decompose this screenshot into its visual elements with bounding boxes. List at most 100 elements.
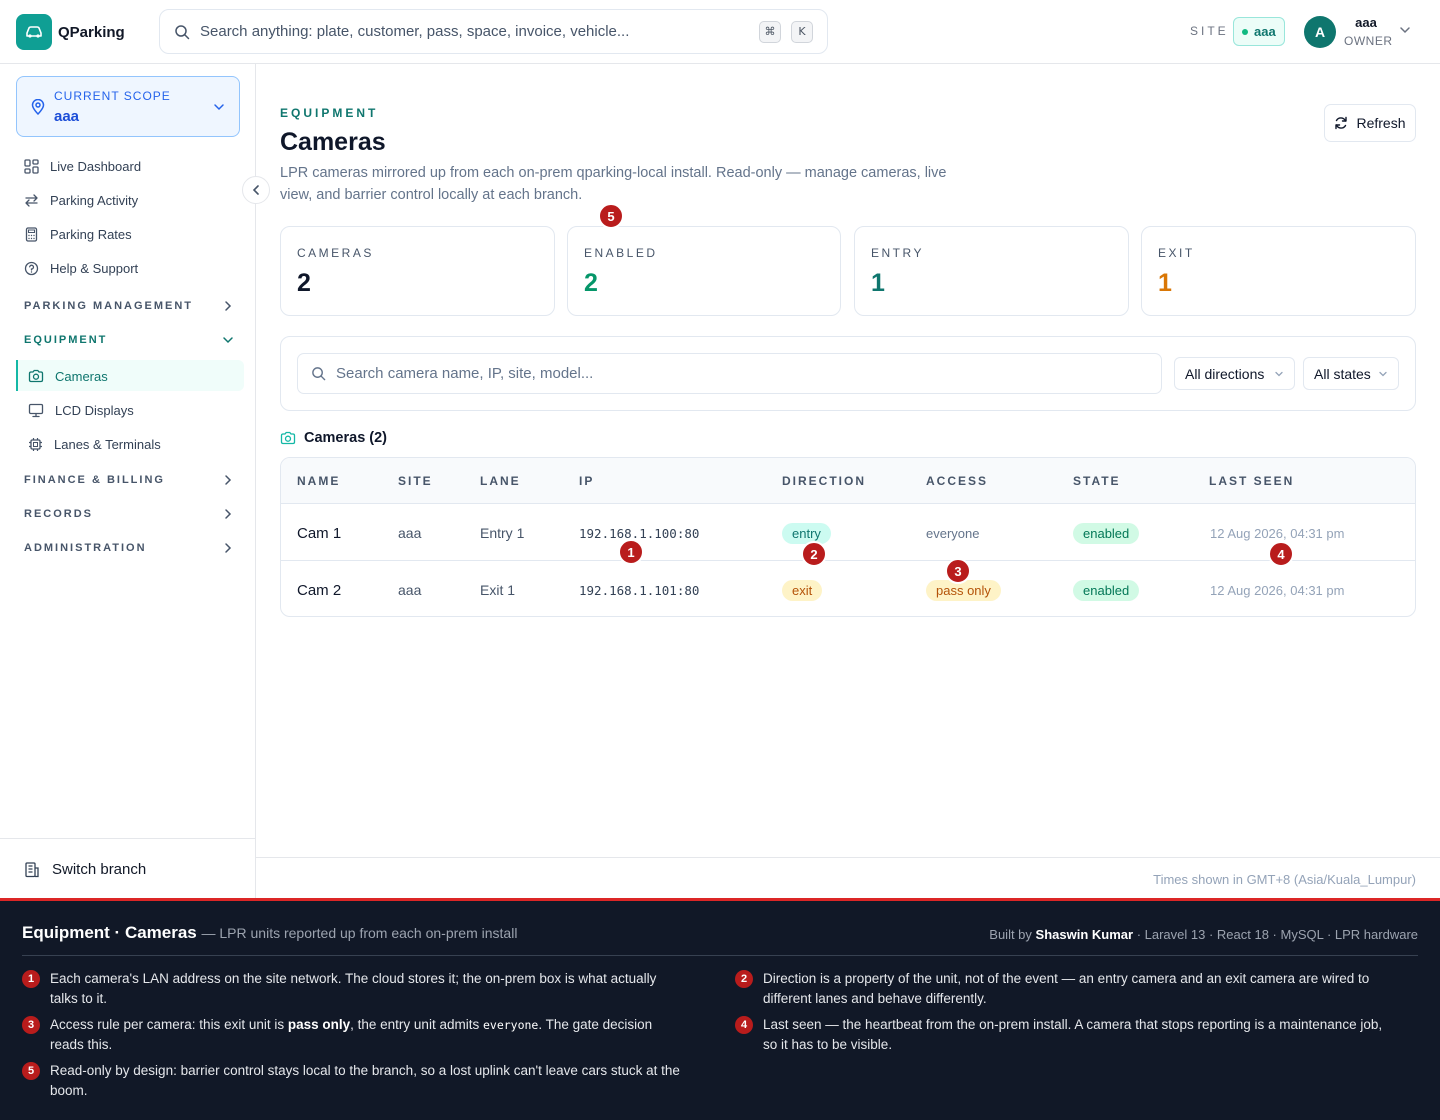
direction-badge: exit [782, 579, 823, 601]
stat-label: CAMERAS [297, 246, 374, 260]
user-avatar[interactable]: A [1304, 16, 1336, 48]
camera-site: aaa [398, 582, 422, 598]
select-value: All states [1314, 365, 1371, 382]
search-icon [175, 24, 190, 39]
note-number: 1 [22, 970, 40, 988]
sidebar-item-label: Cameras [55, 368, 108, 384]
note-text: Last seen — the heartbeat from the on-pr… [763, 1017, 1383, 1052]
stat-label: ENTRY [871, 246, 924, 260]
section-label: FINANCE & BILLING [24, 474, 165, 486]
note-text-c: , the entry unit admits [350, 1017, 480, 1032]
site-value: aaa [1254, 24, 1276, 39]
sidebar-item-live-dashboard[interactable]: Live Dashboard [24, 156, 141, 176]
table-row[interactable]: Cam 2 aaa Exit 1 192.168.1.101:80 exit p… [281, 562, 1415, 616]
user-name[interactable]: aaa [1355, 15, 1377, 30]
section-records[interactable]: RECORDS [24, 506, 234, 522]
switch-branch-button[interactable]: Switch branch [0, 838, 255, 900]
section-equipment[interactable]: EQUIPMENT [24, 332, 234, 348]
chevron-down-icon [1379, 371, 1387, 376]
app-name: QParking [58, 23, 125, 41]
list-title-text: Cameras (2) [304, 430, 388, 446]
section-label: PARKING MANAGEMENT [24, 300, 194, 312]
sidebar-item-lcd-displays[interactable]: LCD Displays [28, 400, 134, 420]
refresh-icon [1335, 116, 1348, 130]
section-finance-billing[interactable]: FINANCE & BILLING [24, 472, 234, 488]
chevron-down-icon [223, 337, 233, 344]
sidebar-item-cameras[interactable]: Cameras [28, 366, 108, 386]
camera-name: Cam 2 [297, 581, 342, 599]
cameras-list-title: Cameras (2) [280, 430, 387, 446]
sidebar-item-lanes-terminals[interactable]: Lanes & Terminals [28, 434, 161, 454]
collapse-sidebar-button[interactable] [242, 176, 270, 204]
chevron-right-icon [225, 475, 232, 485]
access-badge: pass only [926, 579, 1001, 601]
site-selector[interactable]: aaa [1233, 17, 1285, 46]
cameras-table: NAME SITE LANE IP DIRECTION ACCESS STATE… [280, 457, 1416, 617]
column-header-last-seen[interactable]: LAST SEEN [1209, 474, 1295, 488]
column-header-site[interactable]: SITE [398, 474, 433, 488]
select-value: All directions [1185, 365, 1265, 382]
annotation-marker-4: 4 [1268, 541, 1294, 567]
note-text-e: . The gate decision reads this. [50, 1017, 653, 1052]
table-row[interactable]: Cam 1 aaa Entry 1 192.168.1.100:80 entry… [281, 505, 1415, 561]
refresh-button[interactable]: Refresh [1324, 104, 1416, 142]
search-placeholder: Search anything: plate, customer, pass, … [200, 23, 630, 40]
column-header-name[interactable]: NAME [297, 474, 341, 488]
sidebar-item-label: Help & Support [50, 260, 139, 276]
top-bar: QParking Search anything: plate, custome… [0, 0, 1440, 64]
site-status-dot [1242, 28, 1248, 35]
calculator-icon [25, 226, 38, 242]
note-text-a: Access rule per camera: this exit unit i… [50, 1017, 285, 1032]
annotation-note-5: 5 Read-only by design: barrier control s… [22, 1061, 682, 1101]
sidebar-item-label: Parking Activity [50, 192, 139, 208]
sidebar-item-help-support[interactable]: Help & Support [24, 258, 138, 278]
camera-ip: 192.168.1.100:80 [579, 525, 700, 541]
sidebar-item-parking-activity[interactable]: Parking Activity [24, 190, 138, 210]
section-administration[interactable]: ADMINISTRATION [24, 540, 234, 556]
column-header-lane[interactable]: LANE [480, 474, 521, 488]
chevron-right-icon [225, 543, 232, 553]
note-text: Direction is a property of the unit, not… [763, 971, 1370, 1006]
switch-branch-label: Switch branch [52, 861, 147, 878]
scope-value: aaa [54, 108, 80, 125]
annotation-panel: Equipment · Cameras — LPR units reported… [0, 898, 1440, 1120]
main-content: EQUIPMENT Cameras LPR cameras mirrored u… [256, 64, 1440, 900]
note-text: Each camera's LAN address on the site ne… [50, 971, 657, 1006]
help-circle-icon [24, 261, 39, 275]
timezone-footnote: Times shown in GMT+8 (Asia/Kuala_Lumpur) [256, 857, 1440, 900]
chevron-down-icon[interactable] [1398, 23, 1412, 37]
state-badge: enabled [1073, 579, 1140, 601]
camera-lane: Exit 1 [480, 582, 516, 598]
note-number: 3 [22, 1016, 40, 1034]
column-header-ip[interactable]: IP [579, 474, 595, 488]
map-pin-icon [31, 99, 45, 115]
search-placeholder: Search camera name, IP, site, model... [336, 365, 594, 382]
note-text: Read-only by design: barrier control sta… [50, 1063, 680, 1098]
sidebar-item-parking-rates[interactable]: Parking Rates [24, 224, 132, 244]
global-search-input[interactable]: Search anything: plate, customer, pass, … [159, 9, 828, 54]
camera-search-input[interactable]: Search camera name, IP, site, model... [297, 353, 1162, 394]
last-seen: 12 Aug 2026, 04:31 pm [1210, 582, 1345, 598]
annotation-note-4: 4 Last seen — the heartbeat from the on-… [735, 1015, 1395, 1055]
annotation-marker-5: 5 [598, 203, 624, 229]
sidebar-item-label: Live Dashboard [50, 158, 142, 174]
note-text-b: pass only [287, 1017, 351, 1032]
access-badge: everyone [926, 525, 980, 541]
current-scope-selector[interactable]: CURRENT SCOPE aaa [16, 76, 240, 137]
column-header-state[interactable]: STATE [1073, 474, 1121, 488]
stat-value: 2 [584, 269, 598, 297]
stat-value: 1 [1158, 269, 1172, 297]
monitor-icon [28, 403, 44, 417]
state-filter-select[interactable]: All states [1303, 357, 1399, 390]
column-header-direction[interactable]: DIRECTION [782, 474, 866, 488]
annotation-note-2: 2 Direction is a property of the unit, n… [735, 969, 1395, 1009]
dashboard-icon [24, 158, 39, 174]
panel-credit: Built by Shaswin Kumar · Laravel 13 · Re… [989, 927, 1418, 942]
column-header-access[interactable]: ACCESS [926, 474, 989, 488]
shortcut-cmd-key: ⌘ [759, 20, 781, 43]
stat-card-entry: ENTRY 1 [854, 226, 1129, 316]
section-parking-management[interactable]: PARKING MANAGEMENT [24, 298, 234, 314]
page-title: Cameras [280, 128, 386, 156]
direction-filter-select[interactable]: All directions [1174, 357, 1295, 390]
app-logo[interactable]: QParking [16, 14, 125, 50]
